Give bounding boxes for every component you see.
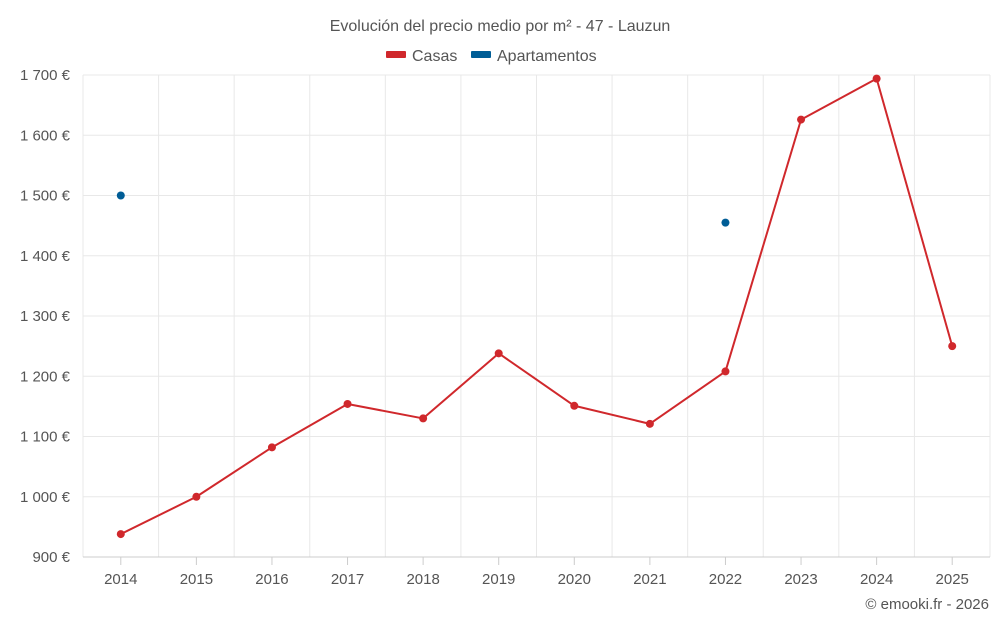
x-tick-label: 2014 — [104, 571, 137, 588]
x-tick-label: 2024 — [860, 571, 893, 588]
y-tick-label: 900 € — [32, 549, 70, 566]
data-point-casas-2015[interactable] — [192, 492, 201, 501]
y-tick-label: 1 700 € — [20, 67, 71, 84]
gridlines — [82, 74, 991, 558]
x-tick-label: 2023 — [784, 571, 817, 588]
data-point-casas-2020[interactable] — [570, 401, 579, 410]
credit-text: © emooki.fr - 2026 — [865, 596, 989, 613]
x-tick-label: 2019 — [482, 571, 515, 588]
series — [116, 74, 957, 539]
x-tick-label: 2021 — [633, 571, 666, 588]
x-tick-label: 2022 — [709, 571, 742, 588]
y-tick-label: 1 200 € — [20, 368, 71, 385]
data-point-casas-2024[interactable] — [872, 74, 881, 83]
x-tick-label: 2017 — [331, 571, 364, 588]
legend-swatch-casas — [386, 51, 406, 58]
data-point-apartamentos-2014[interactable] — [116, 191, 125, 200]
data-point-casas-2025[interactable] — [948, 342, 957, 351]
y-tick-label: 1 300 € — [20, 308, 71, 325]
x-tick-label: 2015 — [180, 571, 213, 588]
data-point-casas-2019[interactable] — [494, 349, 503, 358]
legend-label-apartamentos: Apartamentos — [497, 48, 597, 65]
series-line-casas — [120, 77, 954, 536]
y-tick-label: 1 600 € — [20, 127, 71, 144]
x-tick-label: 2020 — [558, 571, 591, 588]
x-tick-label: 2018 — [406, 571, 439, 588]
legend: Casas Apartamentos — [386, 48, 597, 65]
y-tick-label: 1 100 € — [20, 429, 71, 446]
legend-swatch-apartamentos — [471, 51, 491, 58]
y-tick-label: 1 500 € — [20, 188, 71, 205]
y-tick-label: 1 000 € — [20, 489, 71, 506]
data-point-casas-2014[interactable] — [116, 530, 125, 539]
x-tick-label: 2016 — [255, 571, 288, 588]
data-point-casas-2018[interactable] — [419, 414, 428, 423]
legend-label-casas: Casas — [412, 48, 457, 65]
data-point-casas-2016[interactable] — [267, 443, 276, 452]
data-point-casas-2017[interactable] — [343, 399, 352, 408]
chart-title: Evolución del precio medio por m² - 47 -… — [330, 18, 671, 35]
legend-item-casas[interactable]: Casas — [386, 48, 457, 65]
y-tick-label: 1 400 € — [20, 248, 71, 265]
legend-item-apartamentos[interactable]: Apartamentos — [471, 48, 597, 65]
data-point-apartamentos-2022[interactable] — [721, 218, 730, 227]
axes: 900 € 1 000 € 1 100 € 1 200 € 1 300 € 1 400 €… — [20, 67, 990, 588]
data-point-casas-2022[interactable] — [721, 367, 730, 376]
x-tick-label: 2025 — [936, 571, 969, 588]
data-point-casas-2021[interactable] — [645, 419, 654, 428]
data-point-casas-2023[interactable] — [797, 115, 806, 124]
